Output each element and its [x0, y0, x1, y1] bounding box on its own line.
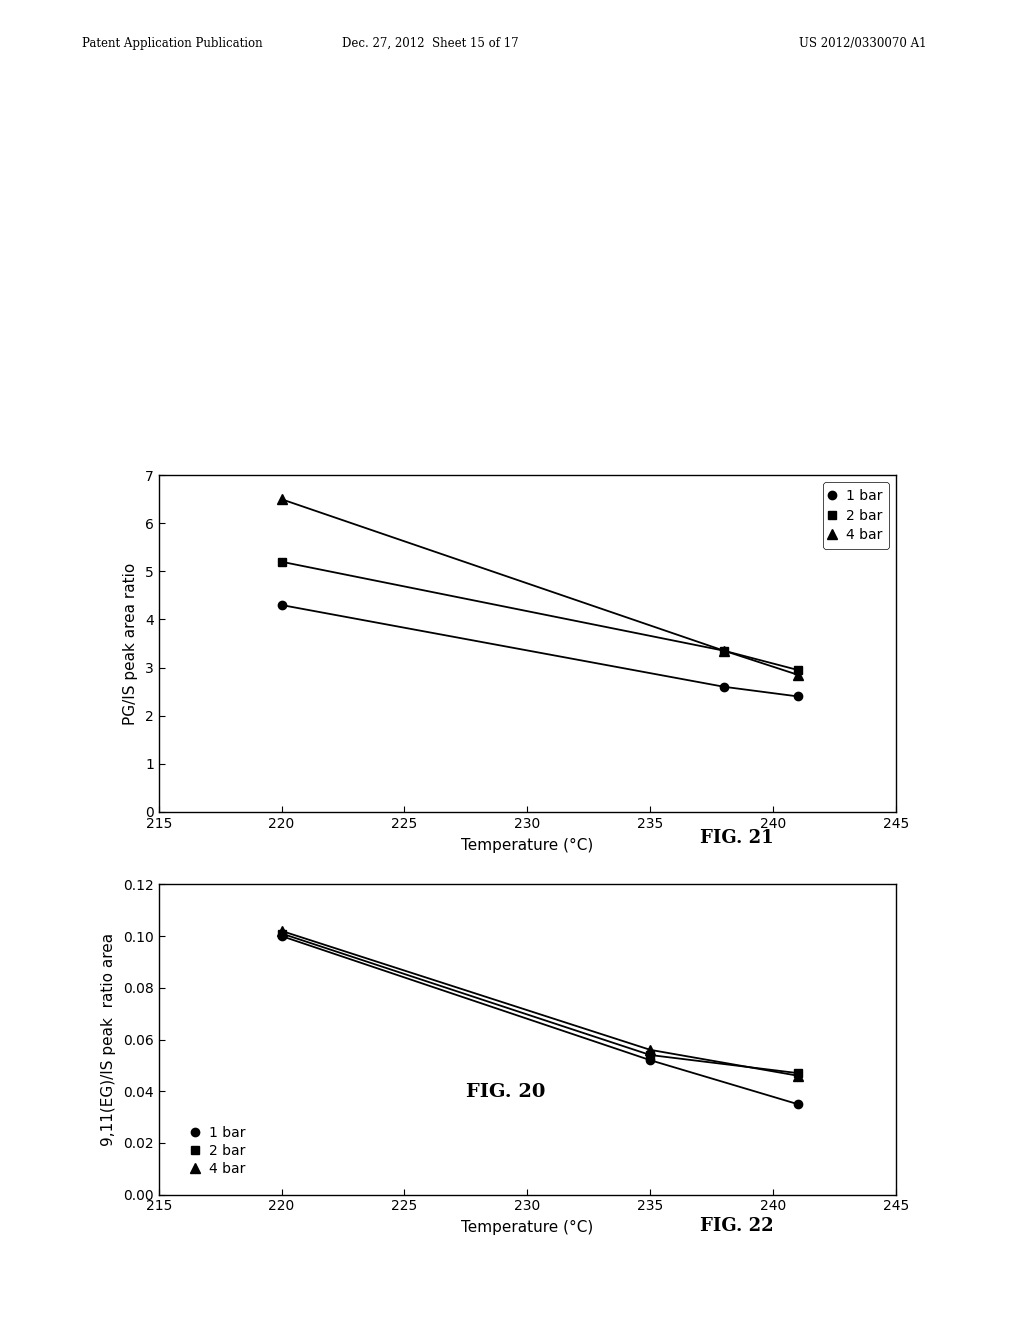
- 2 bar: [275, 925, 288, 941]
- 4 bar: [275, 923, 288, 939]
- 4 bar: [792, 667, 804, 682]
- 4 bar: [792, 1068, 804, 1084]
- Text: FIG. 22: FIG. 22: [700, 1217, 774, 1236]
- Text: US 2012/0330070 A1: US 2012/0330070 A1: [799, 37, 927, 50]
- 2 bar: [792, 1065, 804, 1081]
- X-axis label: Temperature (°C): Temperature (°C): [461, 838, 594, 853]
- 4 bar: [644, 1041, 656, 1057]
- Text: Dec. 27, 2012  Sheet 15 of 17: Dec. 27, 2012 Sheet 15 of 17: [342, 37, 518, 50]
- 2 bar: [275, 554, 288, 570]
- 1 bar: [275, 928, 288, 944]
- 1 bar: [275, 597, 288, 612]
- Line: 2 bar: 2 bar: [278, 929, 802, 1077]
- Line: 1 bar: 1 bar: [278, 601, 802, 701]
- Line: 1 bar: 1 bar: [278, 932, 802, 1109]
- Text: FIG. 20: FIG. 20: [466, 1084, 545, 1101]
- 1 bar: [718, 678, 730, 694]
- Line: 2 bar: 2 bar: [278, 557, 802, 675]
- Line: 4 bar: 4 bar: [276, 495, 803, 680]
- Text: FIG. 21: FIG. 21: [700, 829, 774, 847]
- Legend: 1 bar, 2 bar, 4 bar: 1 bar, 2 bar, 4 bar: [823, 482, 889, 549]
- 2 bar: [792, 663, 804, 678]
- 4 bar: [718, 643, 730, 659]
- X-axis label: Temperature (°C): Temperature (°C): [461, 1221, 594, 1236]
- 4 bar: [275, 491, 288, 507]
- 2 bar: [718, 643, 730, 659]
- Y-axis label: 9,11(EG)/IS peak  ratio area: 9,11(EG)/IS peak ratio area: [101, 933, 116, 1146]
- 1 bar: [792, 1096, 804, 1111]
- Y-axis label: PG/IS peak area ratio: PG/IS peak area ratio: [123, 562, 138, 725]
- 1 bar: [644, 1052, 656, 1068]
- 1 bar: [792, 689, 804, 705]
- 2 bar: [644, 1047, 656, 1063]
- Legend: 1 bar, 2 bar, 4 bar: 1 bar, 2 bar, 4 bar: [187, 1119, 251, 1181]
- Line: 4 bar: 4 bar: [276, 927, 803, 1081]
- Text: Patent Application Publication: Patent Application Publication: [82, 37, 262, 50]
